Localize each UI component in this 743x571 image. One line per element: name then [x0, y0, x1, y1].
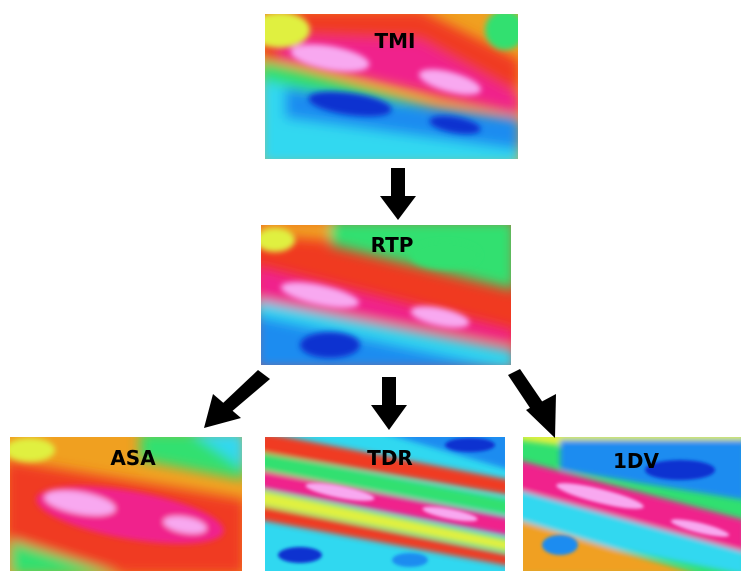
tdr-map-panel: TDR	[265, 437, 505, 571]
arrow-rtp-to-1dv	[508, 369, 556, 438]
arrow-rtp-to-asa	[204, 370, 270, 428]
arrow-rtp-to-tdr	[371, 377, 407, 430]
tdr-label: TDR	[367, 446, 413, 470]
rtp-label: RTP	[371, 233, 414, 257]
asa-map-panel: ASA	[10, 437, 242, 571]
arrow-tmi-to-rtp	[380, 168, 416, 220]
1dv-map-panel: 1DV	[523, 437, 741, 571]
1dv-label: 1DV	[613, 449, 660, 473]
tmi-map-panel: TMI	[265, 14, 518, 159]
asa-label: ASA	[110, 446, 156, 470]
tmi-label: TMI	[375, 29, 416, 53]
rtp-map-panel: RTP	[261, 225, 511, 365]
